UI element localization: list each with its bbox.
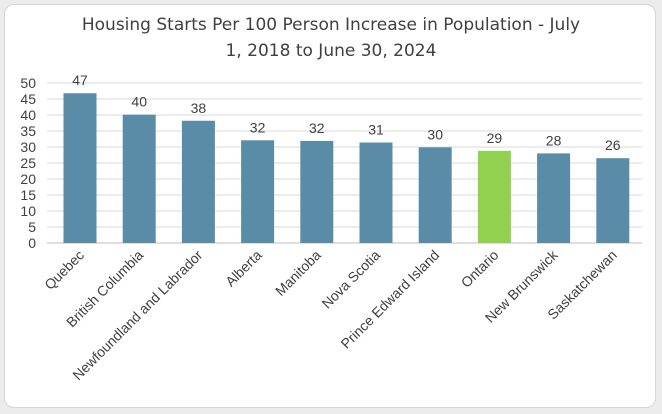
bar (477, 150, 511, 243)
chart-title-line-1: Housing Starts Per 100 Person Increase i… (81, 15, 581, 35)
data-label: 26 (605, 137, 621, 153)
data-label: 32 (309, 120, 325, 136)
category-label: Prince Edward Island (337, 247, 442, 352)
category-label: Newfoundland and Labrador (69, 247, 205, 383)
bar (241, 140, 275, 243)
bar (596, 158, 630, 243)
y-tick-label: 50 (20, 75, 36, 91)
data-label: 28 (546, 132, 562, 148)
y-tick-label: 25 (20, 155, 36, 171)
bar (122, 114, 156, 244)
bars (63, 93, 630, 244)
y-tick-label: 30 (20, 139, 36, 155)
data-label: 31 (368, 122, 384, 138)
category-label: Ontario (458, 247, 502, 291)
y-tick-label: 20 (20, 171, 36, 187)
bar (63, 93, 97, 244)
data-label: 32 (250, 119, 266, 135)
y-tick-label: 10 (20, 203, 36, 219)
y-tick-label: 35 (20, 123, 36, 139)
bar (359, 142, 393, 243)
data-labels: 47 40 38 32 32 31 30 29 28 26 (72, 72, 621, 153)
category-label: Manitoba (272, 247, 324, 299)
data-label: 40 (131, 94, 147, 110)
category-label: Alberta (222, 247, 265, 290)
bar (181, 120, 215, 243)
category-label: Quebec (41, 247, 87, 293)
y-tick-label: 0 (28, 235, 36, 251)
chart-title: Housing Starts Per 100 Person Increase i… (0, 12, 662, 64)
bar (537, 153, 571, 243)
data-label: 47 (72, 72, 88, 88)
data-label: 30 (427, 126, 443, 142)
chart-title-line-2: 1, 2018 to June 30, 2024 (225, 41, 437, 61)
category-label: Nova Scotia (318, 247, 383, 312)
bar (300, 140, 334, 243)
y-tick-label: 40 (20, 107, 36, 123)
data-label: 29 (487, 130, 503, 146)
data-label: 38 (191, 100, 207, 116)
y-tick-label: 15 (20, 187, 36, 203)
y-tick-label: 5 (28, 219, 36, 235)
y-tick-label: 45 (20, 91, 36, 107)
bar (418, 147, 452, 243)
